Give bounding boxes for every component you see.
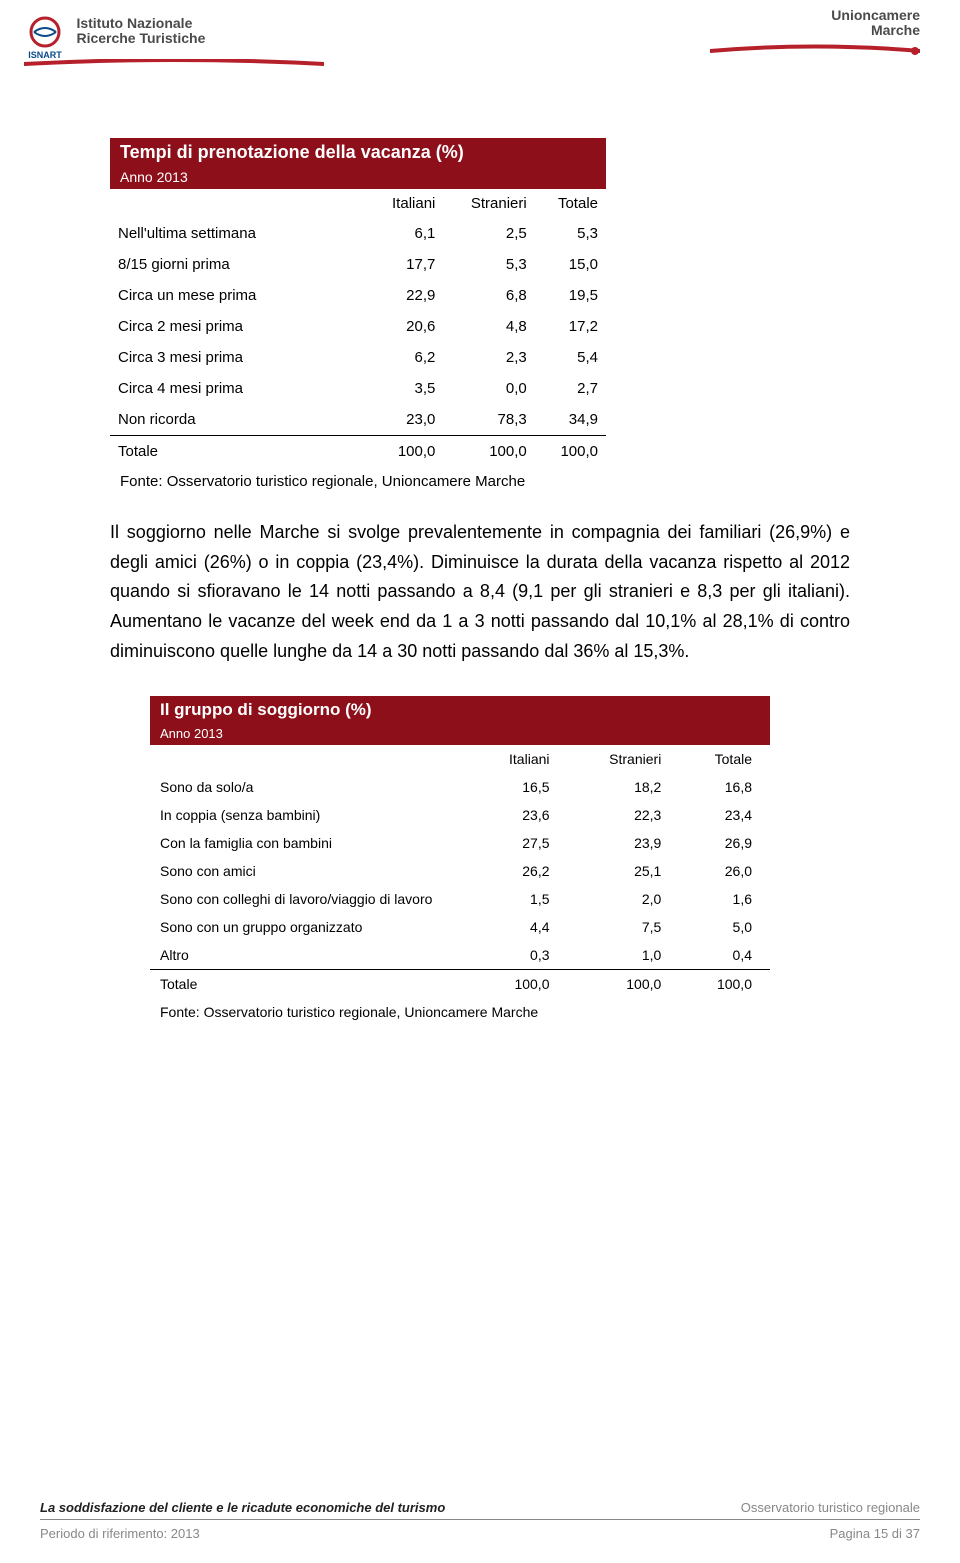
footer-line1: La soddisfazione del cliente e le ricadu… <box>40 1500 920 1520</box>
table2-wrap: Il gruppo di soggiorno (%) Anno 2013 Ita… <box>150 696 850 1020</box>
col-stranieri: Stranieri <box>568 745 680 773</box>
table-row: Circa un mese prima22,96,819,5 <box>110 280 606 311</box>
page-content: Tempi di prenotazione della vacanza (%) … <box>0 78 960 1020</box>
table1-title: Tempi di prenotazione della vacanza (%) <box>110 138 606 167</box>
isnart-text: Istituto Nazionale Ricerche Turistiche <box>76 16 205 47</box>
col-stranieri: Stranieri <box>443 189 534 218</box>
table1-total-row: Totale100,0100,0100,0 <box>110 436 606 468</box>
union-line1: Unioncamere <box>831 8 920 23</box>
table-row: Circa 2 mesi prima20,64,817,2 <box>110 311 606 342</box>
table1-wrap: Tempi di prenotazione della vacanza (%) … <box>110 138 850 490</box>
unioncamere-logo: Unioncamere Marche <box>831 8 920 39</box>
footer-doc-title: La soddisfazione del cliente e le ricadu… <box>40 1500 445 1515</box>
table-row: 8/15 giorni prima17,75,315,0 <box>110 249 606 280</box>
table1-header-row: Italiani Stranieri Totale <box>110 189 606 218</box>
table-row: Altro0,31,00,4 <box>150 941 770 970</box>
table2-subtitle: Anno 2013 <box>150 724 770 745</box>
table1: Italiani Stranieri Totale Nell'ultima se… <box>110 189 606 467</box>
footer-org: Osservatorio turistico regionale <box>741 1500 920 1515</box>
table-row: Nell'ultima settimana6,12,55,3 <box>110 218 606 249</box>
table-row: Circa 4 mesi prima3,50,02,7 <box>110 373 606 404</box>
page-header: ISNART Istituto Nazionale Ricerche Turis… <box>0 0 960 78</box>
body-paragraph: Il soggiorno nelle Marche si svolge prev… <box>110 518 850 666</box>
table-row: Sono da solo/a16,518,216,8 <box>150 773 770 801</box>
col-italiani: Italiani <box>368 189 443 218</box>
red-underline-left <box>24 56 324 62</box>
table2-header-row: Italiani Stranieri Totale <box>150 745 770 773</box>
col-totale: Totale <box>679 745 770 773</box>
table2-source: Fonte: Osservatorio turistico regionale,… <box>150 998 850 1020</box>
isnart-line1: Istituto Nazionale <box>76 16 205 31</box>
table2-total-row: Totale100,0100,0100,0 <box>150 970 770 999</box>
footer-period: Periodo di riferimento: 2013 <box>40 1526 200 1541</box>
col-totale: Totale <box>535 189 606 218</box>
page-footer: La soddisfazione del cliente e le ricadu… <box>0 1500 960 1541</box>
footer-line2: Periodo di riferimento: 2013 Pagina 15 d… <box>40 1526 920 1541</box>
table2: Italiani Stranieri Totale Sono da solo/a… <box>150 745 770 998</box>
table-row: Circa 3 mesi prima6,22,35,4 <box>110 342 606 373</box>
col-italiani: Italiani <box>472 745 567 773</box>
table1-source: Fonte: Osservatorio turistico regionale,… <box>110 467 850 490</box>
union-line2: Marche <box>831 23 920 38</box>
table-row: Sono con colleghi di lavoro/viaggio di l… <box>150 885 770 913</box>
table-row: Con la famiglia con bambini27,523,926,9 <box>150 829 770 857</box>
isnart-line2: Ricerche Turistiche <box>76 31 205 46</box>
table-row: In coppia (senza bambini)23,622,323,4 <box>150 801 770 829</box>
table-row: Non ricorda23,078,334,9 <box>110 404 606 436</box>
table1-subtitle: Anno 2013 <box>110 167 606 189</box>
table-row: Sono con amici26,225,126,0 <box>150 857 770 885</box>
footer-page: Pagina 15 di 37 <box>830 1526 920 1541</box>
red-underline-right <box>710 44 920 50</box>
table2-title: Il gruppo di soggiorno (%) <box>150 696 770 724</box>
table-row: Sono con un gruppo organizzato4,47,55,0 <box>150 913 770 941</box>
